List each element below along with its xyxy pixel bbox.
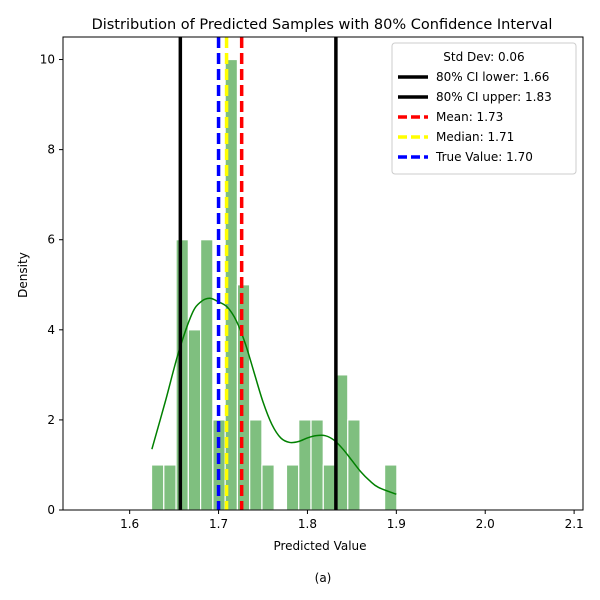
legend-title: Std Dev: 0.06 xyxy=(443,50,524,64)
plot-area-frame xyxy=(62,36,584,511)
x-tick-label: 2.0 xyxy=(476,517,495,531)
kde-curve-group xyxy=(151,297,397,495)
x-tick-label: 1.7 xyxy=(209,517,228,531)
x-tick-label: 1.8 xyxy=(298,517,317,531)
histogram-bar xyxy=(249,419,263,511)
y-tick-label: 0 xyxy=(47,503,55,517)
x-tick-label: 1.9 xyxy=(387,517,406,531)
kde-curve xyxy=(151,297,397,495)
reference-lines xyxy=(178,37,338,510)
y-tick-label: 8 xyxy=(47,143,55,157)
figure-caption: (a) xyxy=(315,571,332,585)
x-tick-label: 1.6 xyxy=(120,517,139,531)
histogram-bar xyxy=(310,419,324,511)
y-tick-label: 6 xyxy=(47,233,55,247)
histogram-bar xyxy=(285,464,300,511)
legend-label-mean: Mean: 1.73 xyxy=(436,110,503,124)
legend-box xyxy=(391,42,577,175)
histogram-bar xyxy=(322,464,337,511)
y-tick-label: 2 xyxy=(47,413,55,427)
histogram-bar xyxy=(187,329,202,511)
histogram-bar xyxy=(261,464,275,511)
x-tick-label: 2.1 xyxy=(565,517,584,531)
legend: Std Dev: 0.06 80% CI lower: 1.66 80% CI u… xyxy=(391,42,577,175)
histogram-bar xyxy=(175,239,189,511)
legend-label-ci-lower: 80% CI lower: 1.66 xyxy=(436,70,549,84)
histogram-bar xyxy=(150,464,165,511)
legend-entries: 80% CI lower: 1.66 80% CI upper: 1.83 Mean… xyxy=(398,70,552,164)
x-axis-ticks: 1.6 1.7 1.8 1.9 2.0 2.1 xyxy=(120,510,584,531)
legend-label-ci-upper: 80% CI upper: 1.83 xyxy=(436,90,552,104)
y-axis-label: Density xyxy=(16,252,30,298)
histogram-bar xyxy=(298,419,312,511)
histogram-bar xyxy=(384,464,398,511)
histogram-bar xyxy=(347,419,361,511)
histogram-bar xyxy=(163,464,177,511)
histogram-bar xyxy=(236,284,251,511)
y-tick-label: 10 xyxy=(40,53,55,67)
histogram-bar xyxy=(200,239,214,511)
histogram-bar xyxy=(212,419,226,511)
legend-label-median: Median: 1.71 xyxy=(436,130,514,144)
chart-title: Distribution of Predicted Samples with 8… xyxy=(92,17,553,33)
legend-label-true-value: True Value: 1.70 xyxy=(435,150,533,164)
x-axis-label: Predicted Value xyxy=(273,539,366,553)
y-axis-ticks: 0 2 4 6 8 10 xyxy=(40,53,63,517)
y-tick-label: 4 xyxy=(47,323,55,337)
